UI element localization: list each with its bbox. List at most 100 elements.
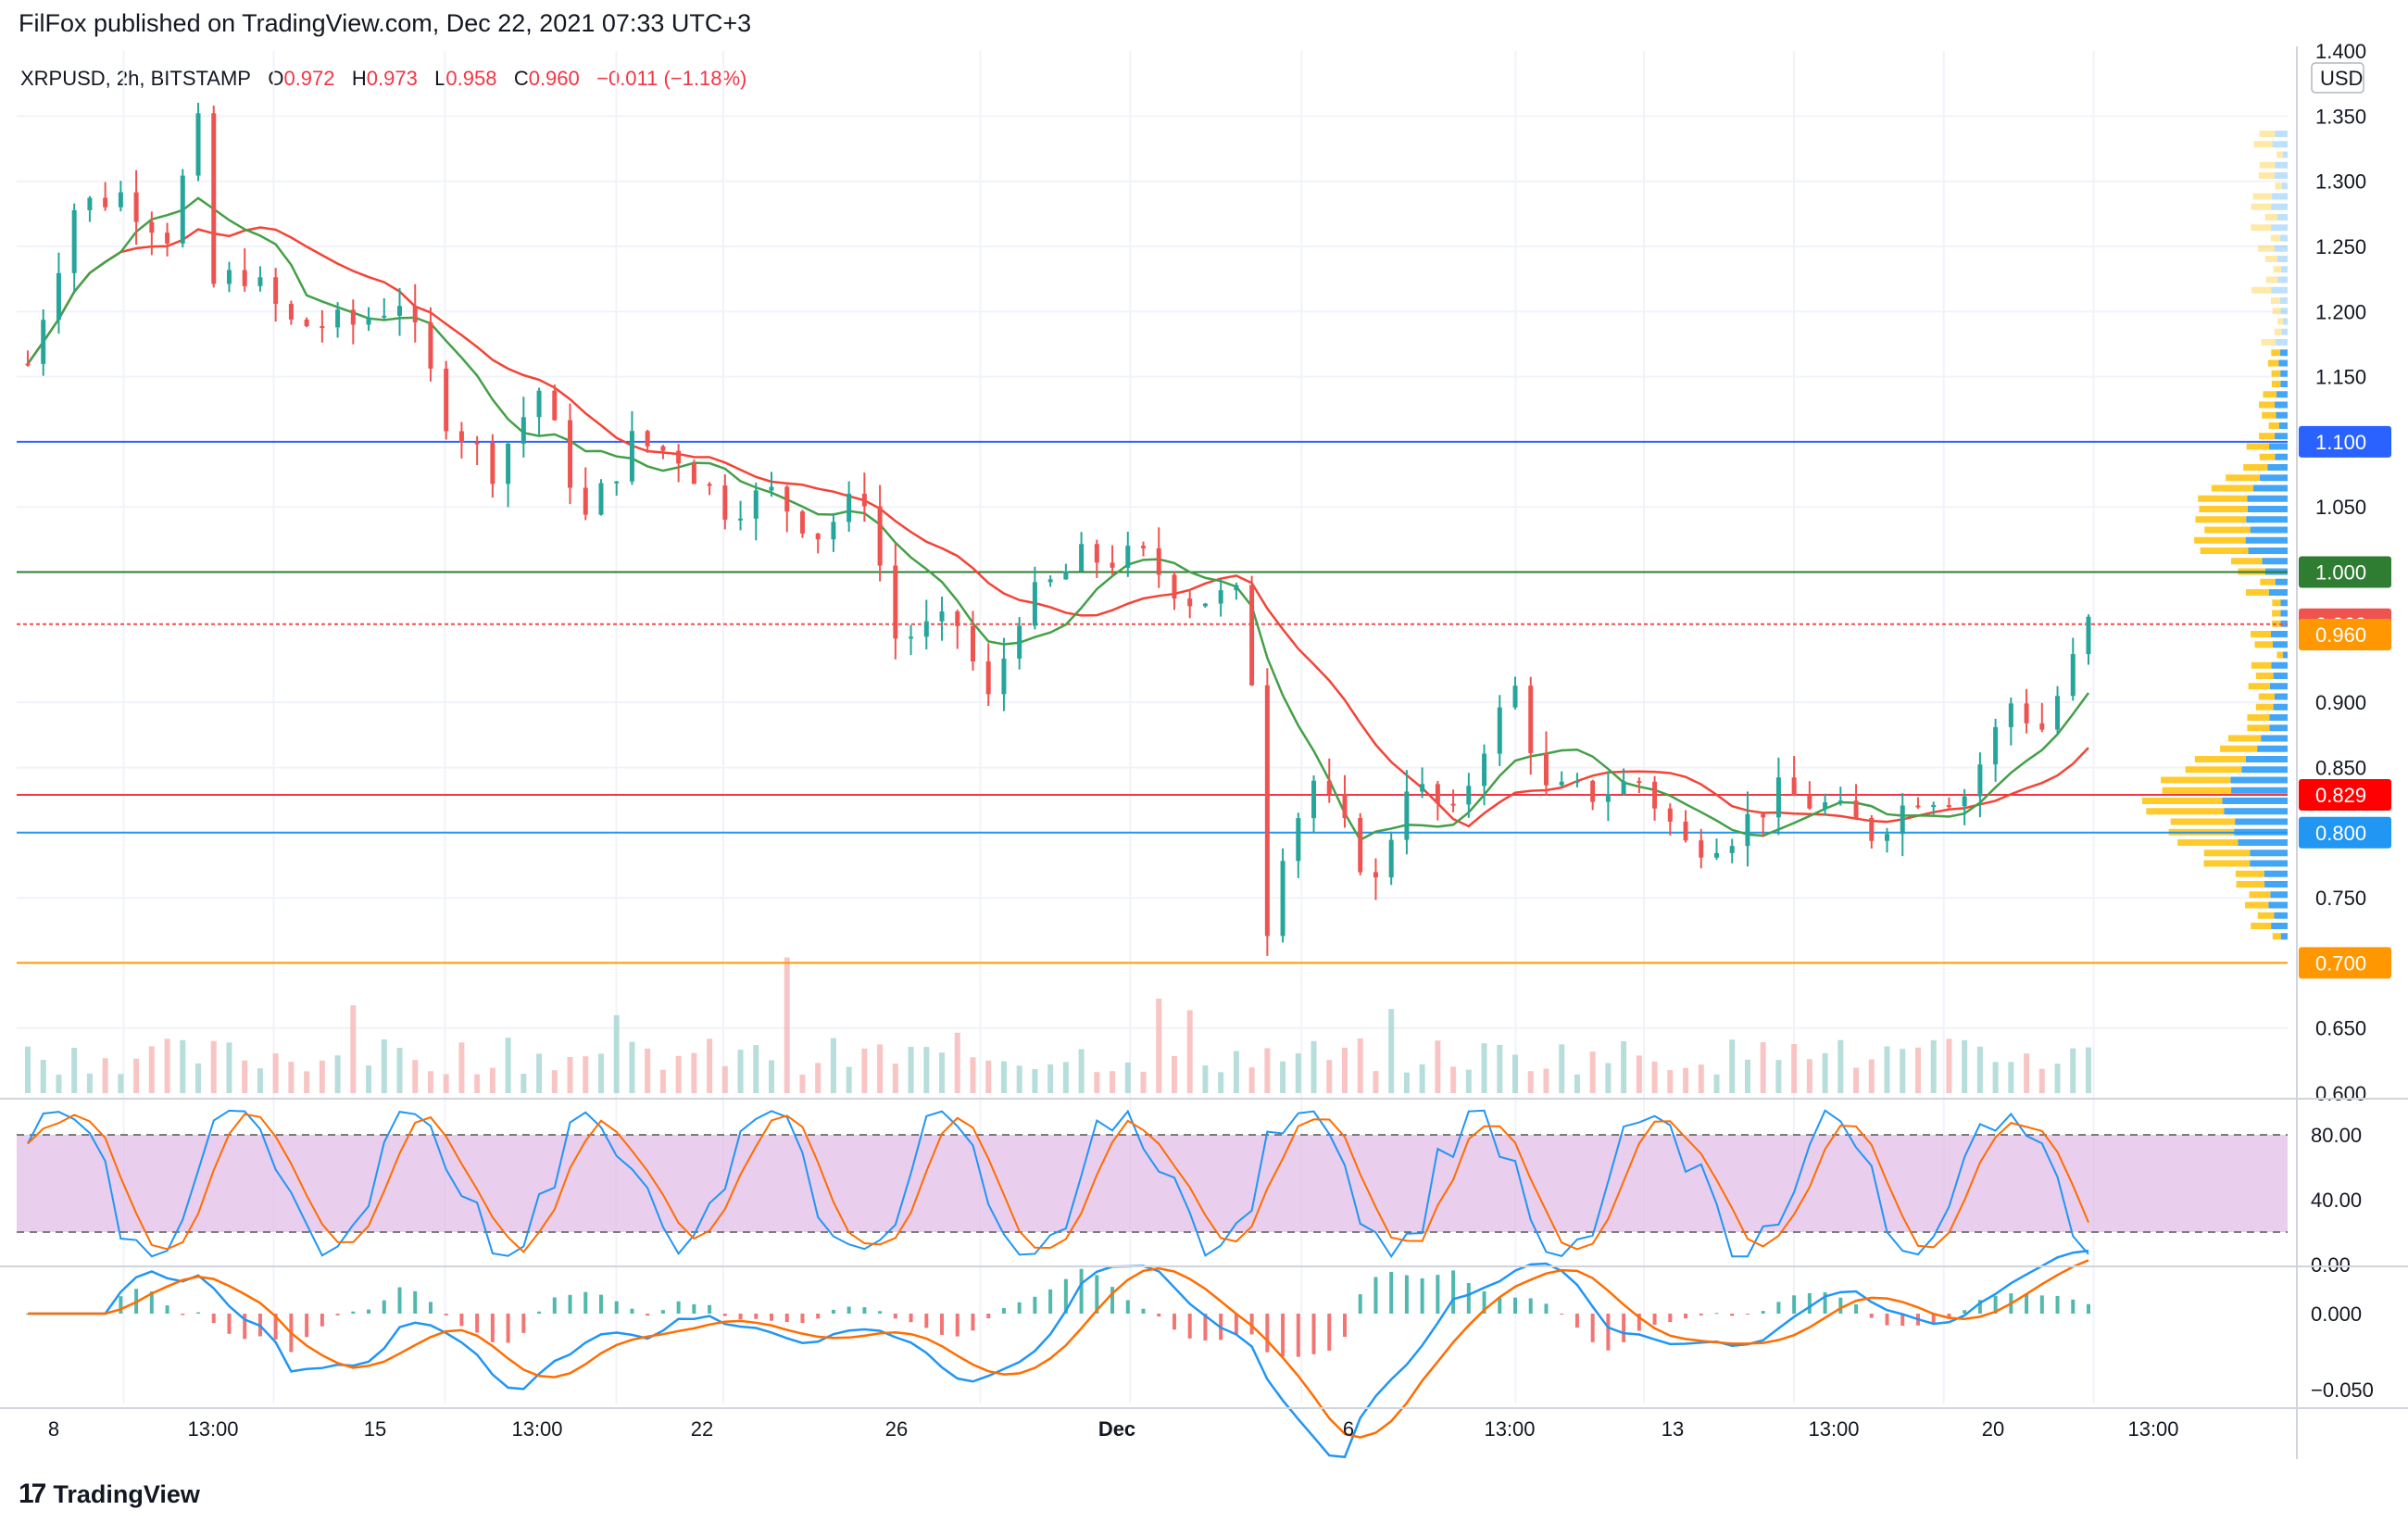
candle-body <box>955 611 960 626</box>
price-badge <box>2299 556 2391 588</box>
macd-histogram-bar <box>1668 1314 1673 1323</box>
volume-bar <box>1016 1065 1022 1093</box>
candle-body <box>1993 726 1999 765</box>
candle-body <box>1590 780 1596 802</box>
volume-profile-bar <box>2275 161 2288 169</box>
volume-profile-bar <box>2198 495 2248 502</box>
macd-histogram-bar <box>1838 1297 1843 1314</box>
candle-body <box>568 420 573 488</box>
time-tick-label: 26 <box>885 1417 908 1441</box>
volume-bar <box>1497 1044 1503 1093</box>
macd-histogram-bar <box>614 1301 619 1314</box>
macd-histogram-bar <box>2039 1295 2044 1314</box>
macd-histogram-bar <box>1404 1275 1409 1314</box>
candle-body <box>1713 852 1719 858</box>
price-tick-label: 1.050 <box>2315 496 2366 519</box>
volume-bar <box>1621 1040 1627 1093</box>
volume-bar <box>226 1042 232 1093</box>
volume-profile-bar <box>2262 558 2288 565</box>
candle-body <box>350 309 356 325</box>
volume-bar <box>118 1074 124 1093</box>
volume-profile-bar <box>2274 693 2288 700</box>
macd-histogram-bar <box>2055 1295 2060 1314</box>
volume-bar <box>1032 1069 1038 1093</box>
time-axis[interactable]: 8 13:00 15 13:00 22 26 Dec 6 13:00 13 13:00 20 13:00 <box>48 1417 2179 1441</box>
candle-body <box>769 486 774 491</box>
volume-profile-bar <box>2254 641 2274 648</box>
volume-bar <box>1280 1061 1286 1093</box>
volume-profile-bar <box>2227 735 2262 742</box>
volume-bar <box>195 1063 202 1093</box>
macd-histogram-bar <box>490 1314 495 1342</box>
candle-body <box>893 565 898 639</box>
volume-bar <box>1156 998 1162 1093</box>
macd-histogram-bar <box>537 1311 542 1314</box>
volume-profile-bar <box>2246 516 2288 523</box>
candle-body <box>1497 707 1502 754</box>
candle-body <box>1032 582 1037 626</box>
volume-bar <box>939 1052 946 1093</box>
macd-histogram-bar <box>382 1300 386 1314</box>
macd-histogram-bar <box>1063 1278 1068 1314</box>
price-axis[interactable]: 1.400 1.350 1.300 1.250 1.200 1.150 1.100 1.050… <box>2299 40 2391 1402</box>
volume-bar <box>645 1048 651 1093</box>
candle-body <box>1420 784 1425 792</box>
macd-histogram-bar <box>598 1294 603 1314</box>
volume-profile-bar <box>2264 214 2278 220</box>
volume-bar <box>1636 1055 1642 1093</box>
macd-histogram-bar <box>1342 1314 1347 1338</box>
volume-profile-bar <box>2245 756 2288 762</box>
volume-bar <box>56 1074 62 1093</box>
volume-bar <box>1094 1072 1100 1093</box>
volume-bar <box>505 1038 511 1093</box>
time-tick-label: 13:00 <box>1484 1417 1535 1441</box>
volume-bar <box>102 1058 108 1093</box>
volume-bar <box>520 1074 527 1093</box>
macd-histogram-bar <box>165 1305 169 1314</box>
macd-histogram-bar <box>708 1304 712 1314</box>
tradingview-logo-icon: 17 <box>19 1479 46 1509</box>
horizontal-levels[interactable] <box>17 440 2288 964</box>
candle-body <box>1512 686 1518 708</box>
macd-histogram-bar <box>335 1314 340 1315</box>
ema-line <box>26 196 2090 842</box>
macd-histogram-bar <box>722 1314 727 1316</box>
macd-histogram-bar <box>646 1314 650 1316</box>
tradingview-brand[interactable]: 17 TradingView <box>19 1479 200 1510</box>
volume-profile-bar <box>2274 245 2288 252</box>
macd-histogram-bar <box>243 1314 247 1340</box>
candle-body <box>583 487 588 515</box>
volume-bar <box>799 1074 806 1093</box>
volume-profile-bar <box>2226 474 2260 482</box>
candle-body <box>1683 821 1688 841</box>
macd-pane <box>26 1249 2090 1459</box>
candle-body <box>149 221 155 233</box>
legend-symbol[interactable]: XRPUSD, 2h, BITSTAMP <box>20 67 251 90</box>
volume-profile-bar <box>2277 214 2288 220</box>
candle-body <box>165 233 170 244</box>
volume-profile-bar <box>2252 193 2273 200</box>
symbol-legend: XRPUSD, 2h, BITSTAMP O0.972 H0.973 L0.95… <box>20 67 746 91</box>
price-tick-label: 1.150 <box>2315 366 2366 389</box>
price-tick-label: 0.750 <box>2315 887 2366 910</box>
macd-histogram-bar <box>1792 1295 1797 1314</box>
candle-body <box>2070 654 2076 697</box>
candle-body <box>1280 861 1286 937</box>
volume-profile-bar <box>2185 766 2242 774</box>
time-tick-label: 6 <box>1343 1417 1354 1441</box>
candle-body <box>56 272 61 321</box>
volume-bar <box>659 1069 666 1093</box>
volume-bar <box>1698 1064 1704 1093</box>
legend-low-label: L <box>434 67 446 90</box>
volume-bar <box>923 1047 930 1093</box>
volume-profile-bar <box>2230 776 2288 784</box>
time-tick-label: 13:00 <box>2127 1417 2178 1441</box>
price-tick-label: 0.850 <box>2315 756 2366 779</box>
macd-histogram-bar <box>784 1314 789 1323</box>
volume-profile-bar <box>2253 141 2273 148</box>
volume-profile-bar <box>2247 724 2270 732</box>
volume-bar <box>769 1060 775 1093</box>
candlesticks[interactable] <box>25 103 2091 956</box>
volume-profile-bar <box>2277 256 2288 262</box>
